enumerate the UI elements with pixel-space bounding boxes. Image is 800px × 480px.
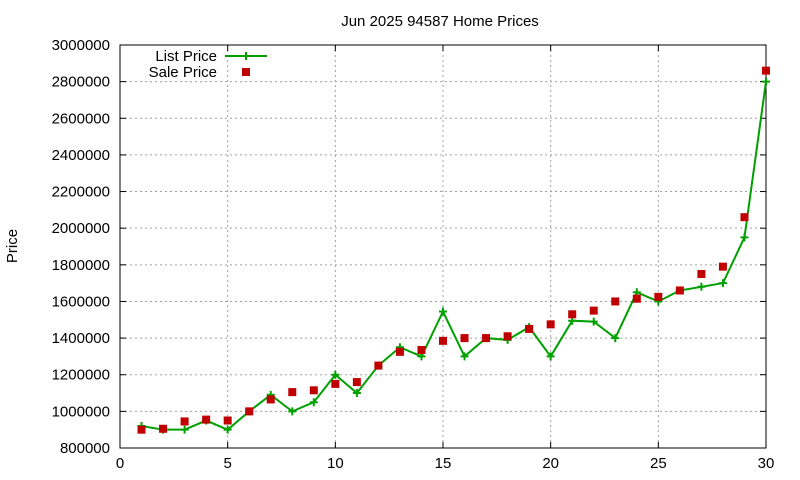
plus-marker <box>309 398 318 407</box>
square-marker <box>675 286 684 295</box>
square-marker <box>202 415 211 424</box>
series <box>137 66 770 434</box>
square-marker <box>352 378 361 387</box>
square-marker <box>439 336 447 345</box>
axis-ticks: 0 5 10 15 20 25 30 800000 1000000 1200000 1400000 1… <box>52 37 775 472</box>
square-marker <box>611 297 620 306</box>
y-tick-label: 1800000 <box>52 257 110 274</box>
plus-marker <box>180 425 189 434</box>
square-marker <box>568 310 577 319</box>
square-marker <box>374 361 383 370</box>
x-tick-label: 5 <box>223 455 231 472</box>
square-marker <box>137 425 146 434</box>
x-tick-label: 0 <box>116 455 124 472</box>
plus-marker <box>740 233 749 242</box>
plus-marker <box>460 352 469 361</box>
square-marker <box>654 292 663 301</box>
square-marker <box>309 386 318 395</box>
square-marker <box>460 334 469 343</box>
square-marker <box>288 388 297 397</box>
square-marker <box>632 294 641 303</box>
plus-marker <box>546 352 555 361</box>
legend-label: List Price <box>155 48 217 65</box>
y-tick-label: 1000000 <box>52 403 110 420</box>
y-tick-label: 2800000 <box>52 74 110 91</box>
series-list-price <box>137 77 770 434</box>
series-line <box>141 81 767 431</box>
square-marker <box>395 347 404 356</box>
legend-square-marker <box>242 68 250 76</box>
plus-marker <box>439 307 447 316</box>
square-marker <box>718 262 727 271</box>
x-tick-label: 30 <box>758 455 775 472</box>
square-marker <box>245 407 254 416</box>
plus-marker <box>697 282 706 291</box>
x-tick-label: 20 <box>542 455 559 472</box>
series-sale-price <box>137 66 770 434</box>
plus-marker <box>589 317 598 326</box>
y-tick-label: 800000 <box>60 440 110 457</box>
square-marker <box>417 345 426 354</box>
square-marker <box>740 213 749 222</box>
plus-marker <box>331 370 340 379</box>
y-tick-label: 3000000 <box>52 37 110 54</box>
square-marker <box>482 334 491 343</box>
y-tick-label: 1200000 <box>52 367 110 384</box>
plus-marker <box>352 389 361 398</box>
square-marker <box>503 332 512 341</box>
square-marker <box>525 324 534 333</box>
y-tick-label: 1600000 <box>52 293 110 310</box>
square-marker <box>589 306 598 315</box>
plus-marker <box>762 77 770 86</box>
legend-label: Sale Price <box>149 64 217 81</box>
square-marker <box>546 320 555 329</box>
square-marker <box>223 416 232 425</box>
grid-lines <box>120 45 766 448</box>
x-tick-label: 15 <box>435 455 452 472</box>
y-tick-label: 1400000 <box>52 330 110 347</box>
y-tick-label: 2200000 <box>52 184 110 201</box>
square-marker <box>266 395 275 404</box>
y-axis-label: Price <box>4 229 21 263</box>
y-tick-label: 2400000 <box>52 147 110 164</box>
plus-marker <box>288 407 297 416</box>
square-marker <box>762 66 770 75</box>
y-tick-label: 2600000 <box>52 110 110 127</box>
square-marker <box>159 424 168 433</box>
x-tick-label: 10 <box>327 455 344 472</box>
plus-marker <box>223 425 232 434</box>
y-tick-label: 2000000 <box>52 220 110 237</box>
plus-marker <box>611 334 620 343</box>
square-marker <box>697 269 706 278</box>
chart-title: Jun 2025 94587 Home Prices <box>341 13 539 30</box>
x-tick-label: 25 <box>650 455 667 472</box>
square-marker <box>331 379 340 388</box>
legend-plus-marker <box>242 52 250 60</box>
plus-marker <box>718 279 727 288</box>
square-marker <box>180 417 189 426</box>
